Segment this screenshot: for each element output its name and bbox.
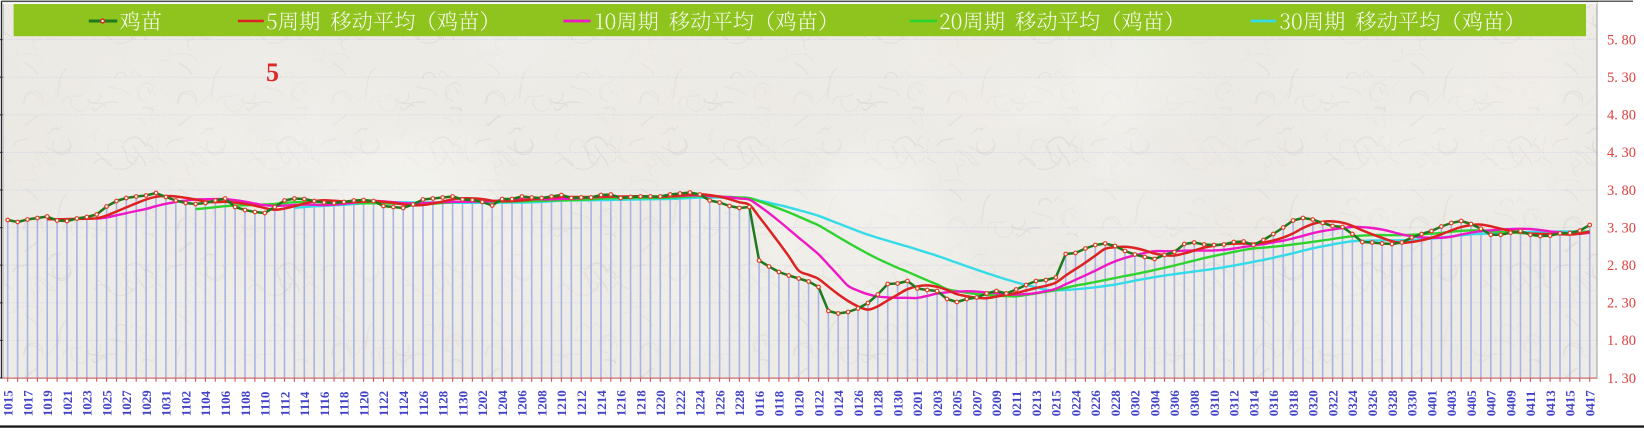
svg-text:0124: 0124 xyxy=(831,390,846,417)
svg-text:5: 5 xyxy=(266,58,279,87)
svg-text:1104: 1104 xyxy=(198,390,213,416)
svg-text:1015: 1015 xyxy=(1,390,16,417)
svg-text:3. 30: 3. 30 xyxy=(1607,220,1636,236)
svg-text:1126: 1126 xyxy=(416,390,431,416)
svg-text:1222: 1222 xyxy=(673,390,688,416)
svg-text:0306: 0306 xyxy=(1167,390,1182,417)
svg-text:0128: 0128 xyxy=(871,390,886,417)
svg-text:0118: 0118 xyxy=(772,390,787,416)
svg-text:1130: 1130 xyxy=(455,391,470,416)
svg-text:0405: 0405 xyxy=(1464,390,1479,417)
svg-text:1124: 1124 xyxy=(396,390,411,416)
svg-text:0130: 0130 xyxy=(890,390,905,416)
svg-text:1029: 1029 xyxy=(139,390,154,417)
svg-text:1023: 1023 xyxy=(80,390,95,417)
svg-text:0312: 0312 xyxy=(1227,390,1242,416)
svg-text:0413: 0413 xyxy=(1543,390,1558,417)
svg-text:1118: 1118 xyxy=(337,391,352,416)
svg-text:1. 30: 1. 30 xyxy=(1607,371,1636,387)
svg-text:0116: 0116 xyxy=(752,390,767,416)
svg-text:1106: 1106 xyxy=(218,390,233,416)
svg-text:1214: 1214 xyxy=(594,390,609,417)
svg-text:1226: 1226 xyxy=(712,390,727,417)
svg-text:1. 80: 1. 80 xyxy=(1607,333,1636,349)
svg-text:0226: 0226 xyxy=(1088,390,1103,417)
svg-text:0415: 0415 xyxy=(1563,390,1578,417)
svg-text:0411: 0411 xyxy=(1523,391,1538,416)
svg-text:0201: 0201 xyxy=(910,390,925,416)
svg-text:1116: 1116 xyxy=(317,391,332,416)
svg-text:1210: 1210 xyxy=(554,390,569,416)
svg-text:4. 80: 4. 80 xyxy=(1607,108,1636,124)
svg-text:1019: 1019 xyxy=(40,390,55,417)
svg-text:1224: 1224 xyxy=(693,390,708,417)
svg-text:1204: 1204 xyxy=(495,390,510,417)
svg-text:0316: 0316 xyxy=(1266,390,1281,417)
svg-text:4. 30: 4. 30 xyxy=(1607,145,1636,161)
svg-text:3. 80: 3. 80 xyxy=(1607,183,1636,199)
svg-text:1218: 1218 xyxy=(633,390,648,417)
svg-text:1216: 1216 xyxy=(614,390,629,417)
svg-text:0207: 0207 xyxy=(970,390,985,417)
svg-text:0320: 0320 xyxy=(1306,390,1321,416)
svg-text:1017: 1017 xyxy=(20,390,35,417)
svg-text:1202: 1202 xyxy=(475,390,490,416)
svg-text:0205: 0205 xyxy=(950,390,965,417)
svg-text:0304: 0304 xyxy=(1147,390,1162,417)
svg-text:0407: 0407 xyxy=(1484,390,1499,417)
svg-text:1027: 1027 xyxy=(119,390,134,417)
svg-text:0310: 0310 xyxy=(1207,390,1222,416)
svg-text:0322: 0322 xyxy=(1325,390,1340,416)
svg-text:0409: 0409 xyxy=(1503,390,1518,417)
svg-text:1228: 1228 xyxy=(732,390,747,417)
svg-text:0417: 0417 xyxy=(1583,390,1598,417)
svg-text:0328: 0328 xyxy=(1385,390,1400,417)
svg-text:0211: 0211 xyxy=(1009,391,1024,416)
svg-text:0203: 0203 xyxy=(930,390,945,417)
svg-text:1108: 1108 xyxy=(238,390,253,416)
svg-text:1120: 1120 xyxy=(356,391,371,416)
svg-text:5. 30: 5. 30 xyxy=(1607,70,1636,86)
svg-text:0318: 0318 xyxy=(1286,390,1301,417)
svg-text:1128: 1128 xyxy=(436,390,451,416)
svg-text:1114: 1114 xyxy=(297,391,312,416)
svg-text:0324: 0324 xyxy=(1345,390,1360,417)
svg-text:1102: 1102 xyxy=(179,391,194,416)
svg-text:2. 80: 2. 80 xyxy=(1607,258,1636,274)
svg-text:0122: 0122 xyxy=(811,390,826,416)
svg-text:1208: 1208 xyxy=(534,390,549,417)
svg-text:0215: 0215 xyxy=(1049,390,1064,417)
svg-text:0314: 0314 xyxy=(1246,390,1261,417)
svg-text:0224: 0224 xyxy=(1068,390,1083,417)
svg-text:0209: 0209 xyxy=(989,390,1004,417)
svg-text:1110: 1110 xyxy=(258,392,273,417)
svg-text:1122: 1122 xyxy=(376,391,391,416)
svg-text:1031: 1031 xyxy=(159,390,174,416)
svg-text:1025: 1025 xyxy=(99,390,114,417)
svg-text:0126: 0126 xyxy=(851,390,866,417)
svg-text:0228: 0228 xyxy=(1108,390,1123,417)
svg-text:0213: 0213 xyxy=(1029,390,1044,417)
svg-text:1112: 1112 xyxy=(277,392,292,417)
svg-text:0330: 0330 xyxy=(1405,390,1420,416)
svg-text:1206: 1206 xyxy=(515,390,530,417)
svg-text:0120: 0120 xyxy=(792,390,807,416)
svg-text:1212: 1212 xyxy=(574,390,589,416)
svg-text:1021: 1021 xyxy=(60,390,75,416)
svg-text:2. 30: 2. 30 xyxy=(1607,296,1636,312)
svg-text:1220: 1220 xyxy=(653,390,668,416)
svg-text:0403: 0403 xyxy=(1444,390,1459,417)
svg-text:0302: 0302 xyxy=(1128,390,1143,416)
svg-text:0308: 0308 xyxy=(1187,390,1202,417)
svg-text:5. 80: 5. 80 xyxy=(1607,32,1636,48)
svg-text:0401: 0401 xyxy=(1424,390,1439,416)
svg-text:0326: 0326 xyxy=(1365,390,1380,417)
